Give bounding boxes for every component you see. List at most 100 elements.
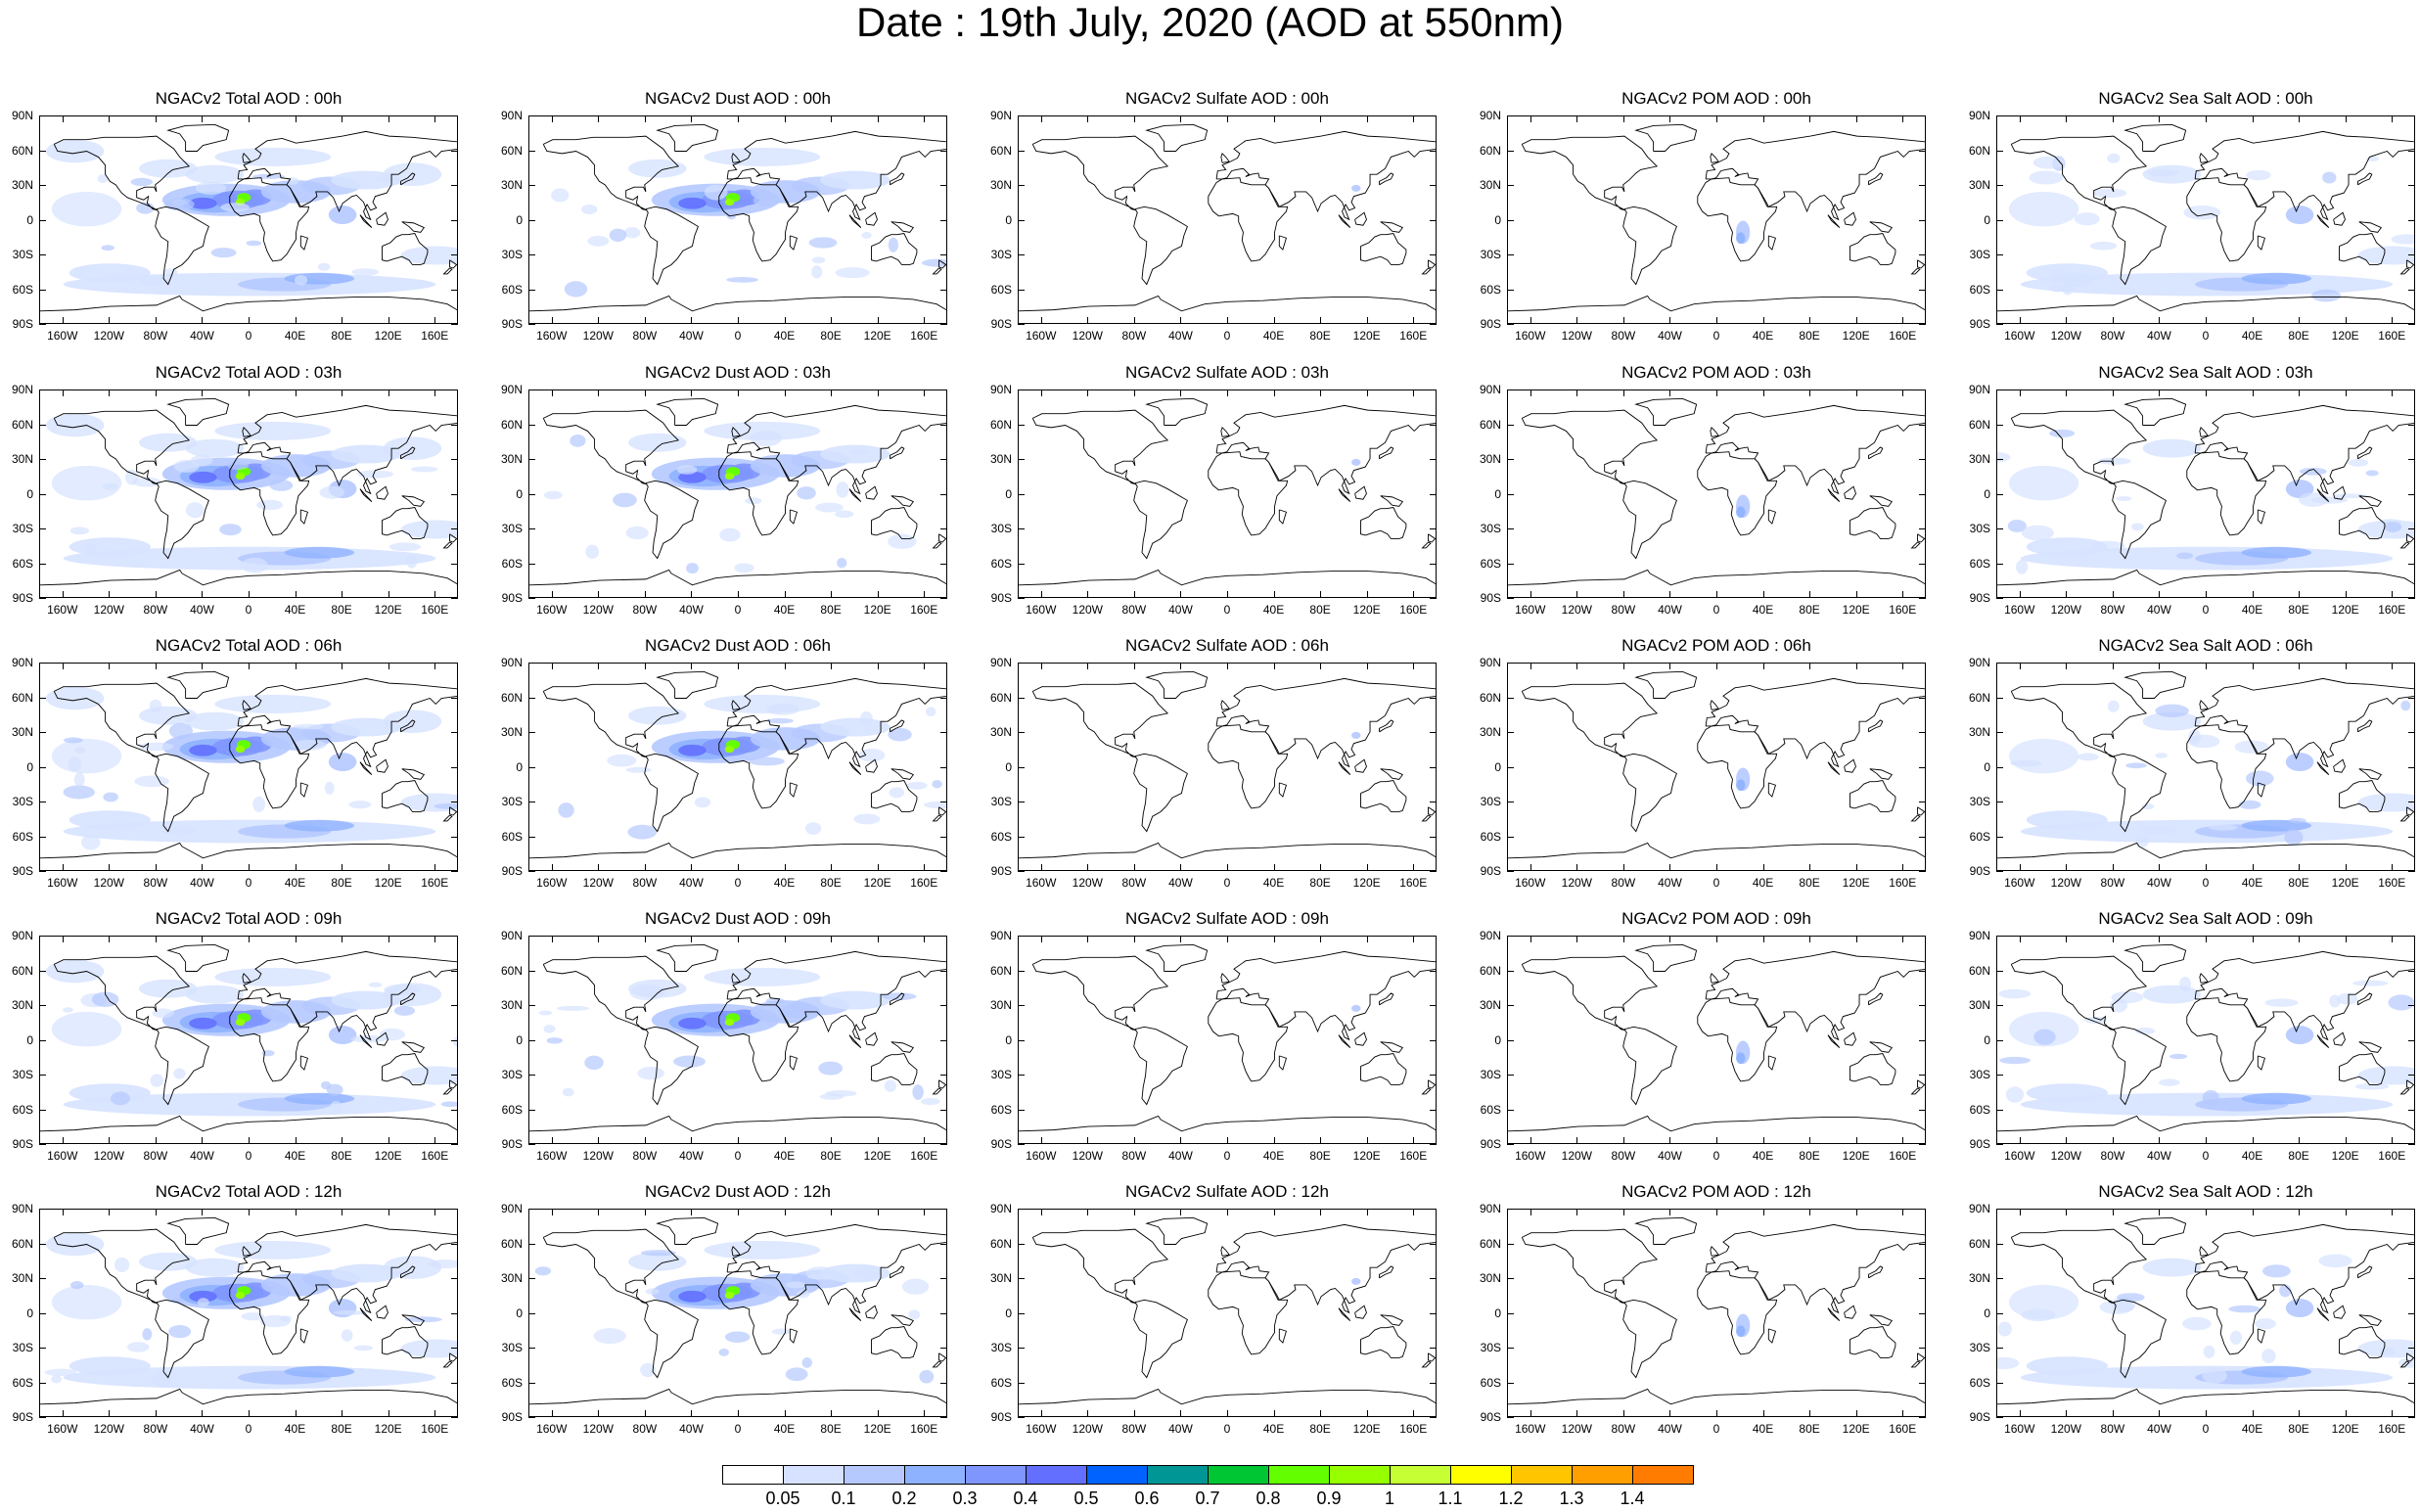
lon-tick: [831, 1209, 833, 1215]
aod-region: [428, 1260, 457, 1269]
aod-region: [2155, 704, 2189, 717]
lon-label: 80W: [1121, 1149, 1147, 1163]
lon-tick: [2392, 389, 2394, 396]
aod-region: [2285, 206, 2314, 225]
lon-tick: [62, 1209, 64, 1215]
aod-region: [400, 1339, 457, 1358]
aod-region: [835, 267, 870, 279]
lon-label: 120W: [1561, 603, 1592, 617]
lat-tick: [1507, 1243, 1514, 1245]
coastline: [1145, 943, 1209, 972]
lon-tick: [1576, 1410, 1578, 1417]
lon-label: 80W: [143, 329, 168, 343]
coastline: [1868, 446, 1884, 460]
lat-tick: [528, 1417, 535, 1418]
colorbar-swatch: [1450, 1465, 1512, 1485]
lat-tick: [39, 1312, 46, 1314]
aod-region: [214, 1240, 332, 1260]
lat-label: 60S: [990, 556, 1012, 571]
lon-label: 0: [2202, 603, 2210, 617]
lon-tick: [1133, 936, 1135, 942]
colorbar-swatch: [844, 1465, 905, 1485]
lon-label: 0: [2202, 876, 2210, 890]
aod-region: [546, 1037, 563, 1044]
lat-tick: [940, 836, 947, 838]
aod-region: [326, 1083, 343, 1096]
aod-region: [860, 710, 873, 726]
lon-tick: [1320, 591, 1322, 598]
lon-tick: [2252, 1209, 2254, 1215]
lon-label: 40E: [773, 1422, 796, 1436]
aod-region: [811, 265, 823, 279]
lon-tick: [598, 115, 600, 122]
lat-label: 90N: [1479, 1202, 1501, 1215]
lon-label: 120W: [1561, 329, 1592, 343]
lon-label: 80E: [331, 329, 352, 343]
aod-region: [543, 490, 563, 500]
lon-tick: [1040, 317, 1042, 324]
aod-region: [139, 979, 198, 998]
coastline: [1508, 1115, 1925, 1132]
aod-region: [235, 473, 246, 481]
lat-label: 0: [1984, 759, 1990, 774]
lat-tick: [39, 1039, 46, 1041]
lat-tick: [528, 1348, 535, 1349]
lat-tick: [1507, 424, 1514, 426]
lon-tick: [2299, 864, 2301, 871]
aod-region: [2183, 206, 2221, 220]
coastline: [401, 768, 426, 780]
lat-tick: [1430, 459, 1437, 460]
lon-tick: [1040, 1137, 1042, 1144]
aod-region: [836, 481, 849, 498]
aod-region: [189, 1017, 217, 1030]
coastline: [871, 780, 918, 812]
lat-tick: [1996, 936, 2003, 937]
lon-label: 160E: [1889, 329, 1917, 343]
lat-tick: [1018, 324, 1025, 325]
lat-tick: [1430, 1005, 1437, 1006]
coastline: [166, 1216, 230, 1245]
lon-tick: [551, 936, 553, 942]
lon-tick: [1366, 1209, 1368, 1215]
lon-tick: [2066, 1410, 2068, 1417]
aod-region: [70, 1281, 84, 1290]
lat-tick: [1996, 1005, 2003, 1006]
aod-region: [2322, 171, 2337, 184]
coastline: [848, 1307, 862, 1321]
aod-region: [2384, 522, 2402, 532]
lon-label: 80E: [2288, 1422, 2309, 1436]
map-svg: [40, 943, 457, 1132]
coastline: [1031, 409, 1169, 485]
coastline: [1354, 485, 1367, 500]
aod-region: [284, 819, 354, 832]
lat-tick: [1430, 1144, 1437, 1145]
aod-region: [410, 466, 438, 473]
lon-label: 160E: [2378, 876, 2406, 890]
aod-region: [295, 274, 308, 286]
lon-tick: [202, 864, 204, 871]
aod-region: [45, 139, 105, 163]
lon-tick: [2345, 1137, 2347, 1144]
lon-tick: [202, 663, 204, 669]
aod-region: [556, 1005, 590, 1011]
lat-label: 30N: [1479, 1271, 1501, 1285]
lon-label: 120E: [2331, 329, 2359, 343]
aod-region: [2241, 1365, 2311, 1378]
lon-tick: [1902, 1137, 1904, 1144]
lon-tick: [1040, 591, 1042, 598]
lon-tick: [831, 115, 833, 122]
lon-tick: [1366, 317, 1368, 324]
coastline: [1278, 1055, 1288, 1071]
lon-label: 0: [1712, 1149, 1720, 1163]
lon-tick: [249, 936, 250, 942]
aod-region: [114, 1257, 130, 1272]
lon-label: 80W: [2100, 1422, 2125, 1436]
lat-tick: [1018, 1144, 1025, 1145]
lon-label: 40E: [2241, 1422, 2263, 1436]
lon-tick: [551, 1209, 553, 1215]
lon-tick: [2159, 389, 2161, 396]
lat-tick: [940, 1417, 947, 1418]
lon-tick: [598, 1410, 600, 1417]
lat-label: 90N: [500, 929, 523, 942]
lat-tick: [1919, 1005, 1926, 1006]
